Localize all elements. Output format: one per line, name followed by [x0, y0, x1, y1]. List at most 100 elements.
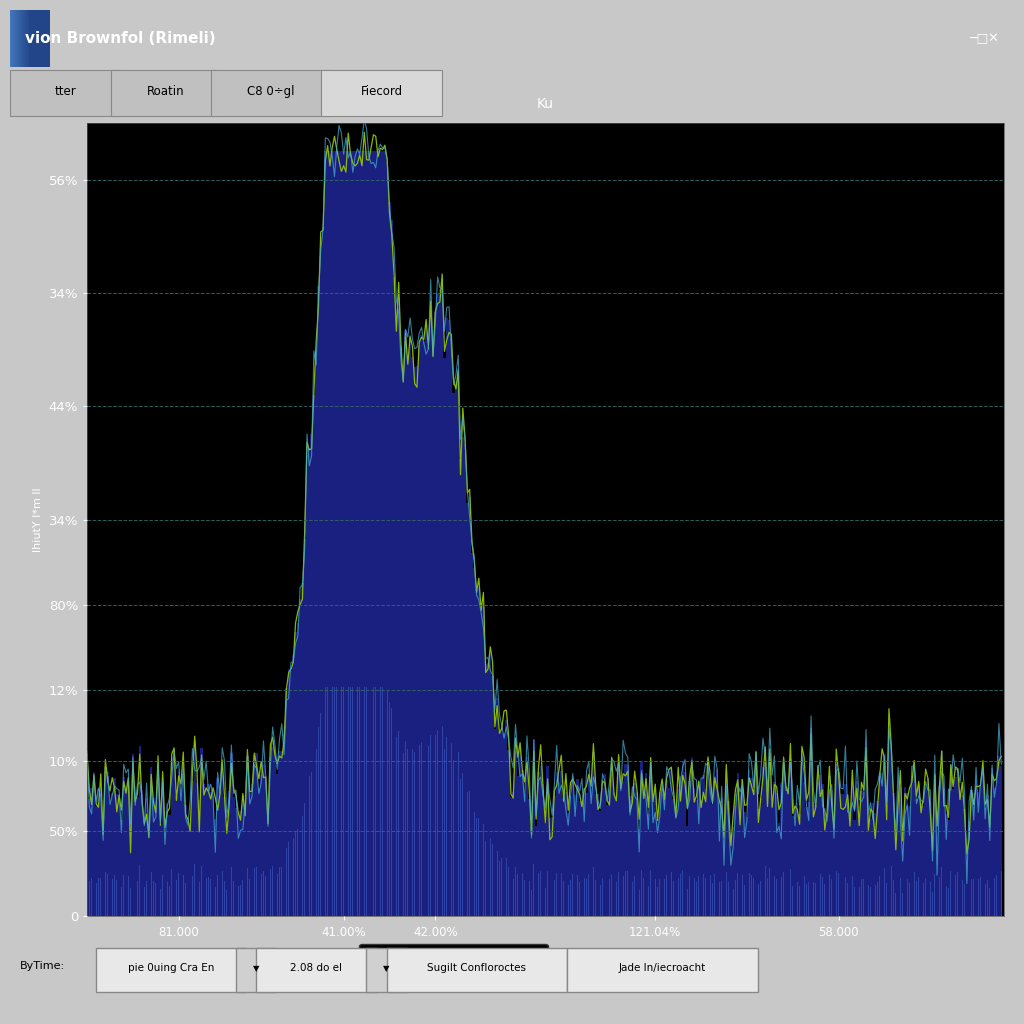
Bar: [538, 772, 540, 916]
Bar: [240, 811, 242, 916]
Bar: [707, 760, 709, 916]
Bar: [693, 787, 695, 916]
Bar: [471, 553, 473, 916]
Bar: [920, 803, 923, 916]
Bar: [569, 796, 571, 916]
Bar: [26, 10, 45, 67]
Bar: [700, 800, 702, 916]
Bar: [904, 787, 906, 916]
Bar: [312, 395, 315, 916]
Bar: [155, 805, 157, 916]
Bar: [620, 786, 622, 916]
Bar: [686, 826, 688, 916]
Bar: [886, 805, 888, 916]
Bar: [228, 791, 230, 916]
Bar: [682, 763, 684, 916]
Text: ─□✕: ─□✕: [969, 32, 998, 45]
Bar: [90, 788, 93, 916]
Text: Jade In/iecroacht: Jade In/iecroacht: [618, 964, 707, 974]
Bar: [441, 281, 443, 916]
Bar: [151, 767, 153, 916]
Bar: [501, 723, 503, 916]
Bar: [299, 599, 301, 916]
Bar: [691, 758, 693, 916]
Bar: [106, 776, 109, 916]
Bar: [145, 798, 147, 916]
Bar: [797, 803, 799, 916]
Bar: [943, 790, 945, 916]
Bar: [913, 768, 915, 916]
Bar: [709, 778, 712, 916]
Bar: [751, 778, 753, 916]
Bar: [778, 822, 780, 916]
Bar: [17, 10, 38, 67]
Bar: [842, 795, 844, 916]
Bar: [874, 813, 877, 916]
Bar: [28, 10, 48, 67]
Bar: [865, 751, 867, 916]
Text: Roatin: Roatin: [147, 85, 184, 97]
Bar: [201, 749, 203, 916]
Bar: [986, 795, 988, 916]
Bar: [358, 152, 360, 916]
Bar: [283, 734, 286, 916]
Bar: [830, 791, 833, 916]
Bar: [647, 814, 649, 916]
Bar: [301, 583, 303, 916]
Bar: [29, 10, 49, 67]
Bar: [753, 790, 755, 916]
Bar: [790, 760, 792, 916]
Bar: [938, 786, 940, 916]
Bar: [856, 780, 858, 916]
Bar: [15, 10, 36, 67]
Bar: [892, 794, 895, 916]
Bar: [427, 346, 430, 916]
Bar: [191, 780, 194, 916]
Bar: [562, 798, 565, 916]
Bar: [249, 794, 251, 916]
Bar: [762, 767, 764, 916]
Bar: [727, 802, 730, 916]
Bar: [803, 782, 805, 916]
Bar: [24, 10, 44, 67]
Bar: [294, 632, 297, 916]
Bar: [523, 795, 525, 916]
Bar: [684, 772, 686, 916]
Bar: [645, 773, 647, 916]
Bar: [828, 776, 830, 916]
Bar: [980, 785, 982, 916]
Bar: [734, 794, 736, 916]
Bar: [297, 624, 299, 916]
Bar: [512, 792, 514, 916]
Bar: [114, 778, 116, 916]
Bar: [993, 788, 995, 916]
Bar: [586, 793, 588, 916]
Bar: [499, 732, 501, 916]
Bar: [739, 791, 741, 916]
Bar: [134, 785, 136, 916]
Bar: [988, 823, 991, 916]
Text: ByTime:: ByTime:: [20, 961, 66, 971]
Bar: [366, 152, 368, 916]
Bar: [879, 780, 881, 916]
Bar: [510, 798, 512, 916]
Bar: [636, 792, 638, 916]
Bar: [351, 152, 354, 916]
Bar: [675, 810, 677, 916]
Bar: [945, 814, 947, 916]
Bar: [325, 152, 327, 916]
Bar: [10, 10, 31, 67]
Bar: [432, 346, 434, 916]
FancyBboxPatch shape: [211, 70, 332, 116]
Bar: [14, 10, 35, 67]
Bar: [923, 806, 925, 916]
Bar: [93, 780, 95, 916]
Bar: [347, 152, 349, 916]
Bar: [721, 798, 723, 916]
FancyBboxPatch shape: [111, 70, 221, 116]
Bar: [138, 745, 141, 916]
Bar: [836, 764, 838, 916]
Bar: [581, 802, 583, 916]
Bar: [755, 762, 757, 916]
Bar: [451, 338, 453, 916]
